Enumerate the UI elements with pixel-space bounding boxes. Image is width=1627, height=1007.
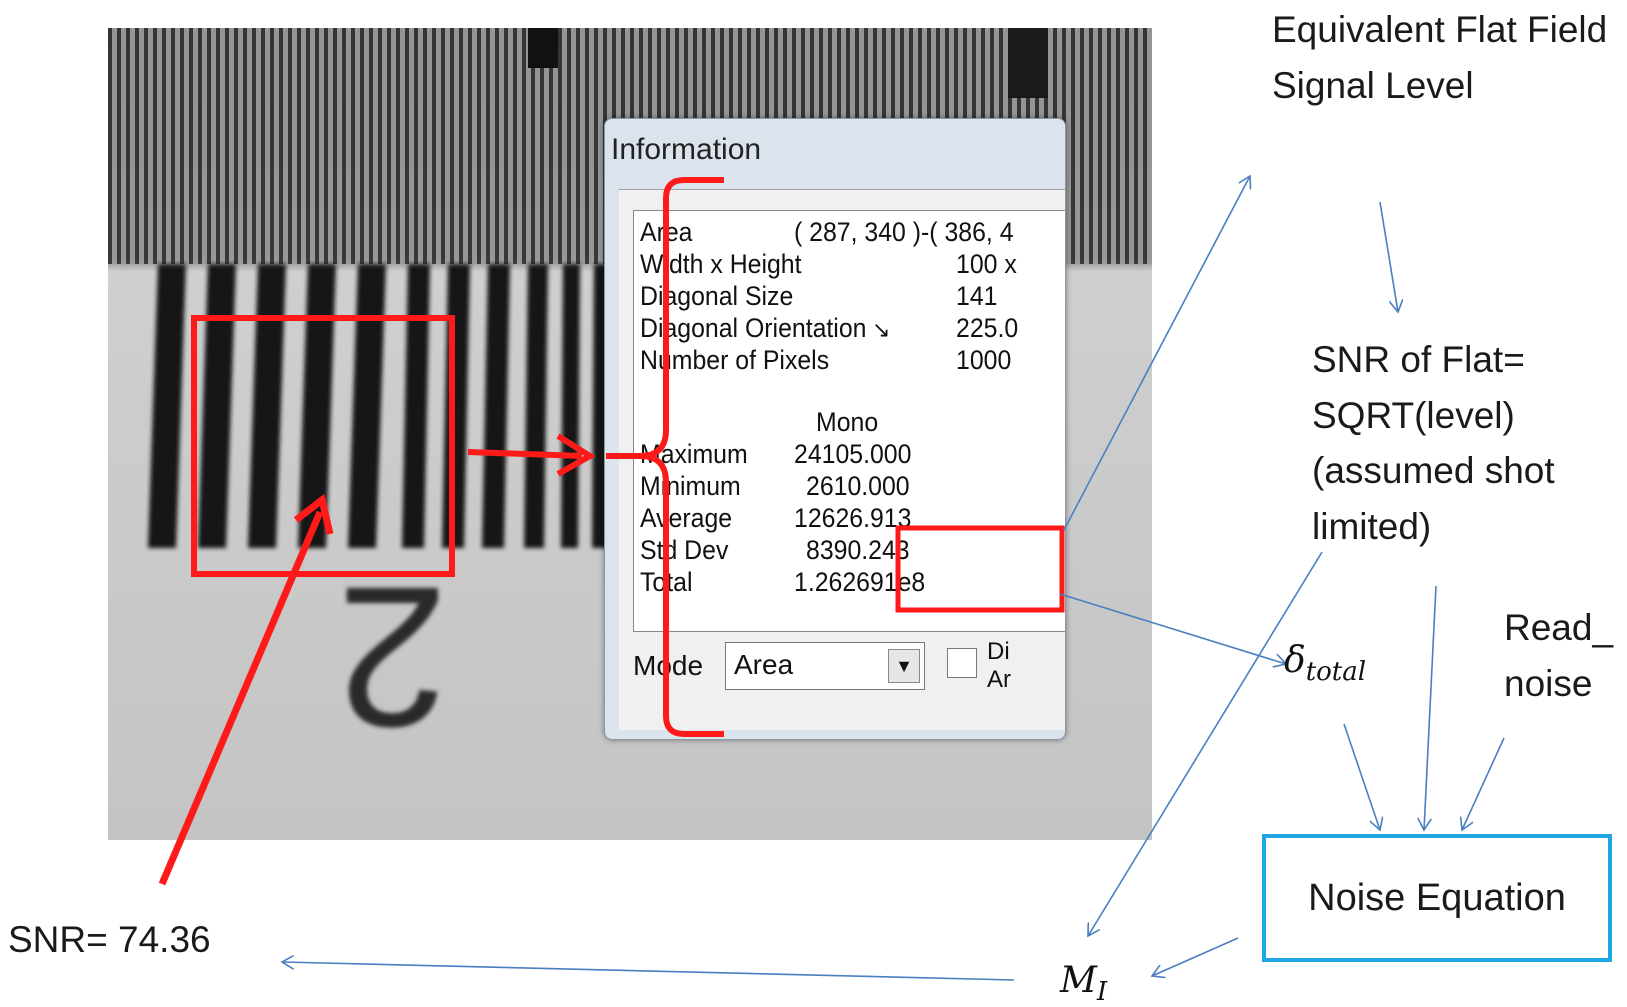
mi-letter: M — [1060, 960, 1097, 1001]
stat-min-label: Minimum — [640, 471, 741, 501]
channel-header: Mono — [816, 407, 879, 437]
noise-equation-label: Noise Equation — [1308, 876, 1566, 919]
stat-min-value: 2610.000 — [806, 471, 910, 501]
mi-subscript: I — [1096, 977, 1108, 1007]
arrow-delta-to-equation — [1343, 723, 1380, 830]
read-noise-label: Read_ noise — [1504, 607, 1614, 704]
info-list: Area ( 287, 340 )-( 386, 4 Width x Heigh… — [633, 210, 1065, 632]
snr-flat-label: SNR of Flat= SQRT(level) (assumed shot l… — [1312, 339, 1555, 547]
mode-select-value: Area — [734, 649, 794, 680]
display-area-checkbox[interactable] — [947, 648, 977, 678]
stat-std-label: Std Dev — [640, 535, 729, 565]
stat-avg-label: Average — [640, 503, 733, 533]
arrow-average-to-flat-field — [1063, 176, 1250, 531]
red-arrow-diagonal-head — [293, 493, 334, 535]
arrow-snrflat-to-equation — [1424, 585, 1437, 830]
row-orient-label: Diagonal Orientation — [640, 313, 867, 343]
mode-select[interactable]: Area ▼ — [725, 642, 925, 690]
checkbox-label-line-1: Di — [987, 638, 1010, 665]
stat-total-value: 1.262691e8 — [794, 567, 926, 597]
noise-equation-box: Noise Equation — [1262, 834, 1612, 962]
red-arrow-right-head — [556, 433, 596, 477]
mi-symbol: MI — [1060, 960, 1107, 1007]
row-diag-value: 141 — [956, 281, 998, 311]
arrow-equation-to-mi — [1152, 937, 1239, 976]
arrow-snr-to-mi — [1088, 551, 1323, 936]
delta-symbol: δ — [1284, 640, 1306, 681]
delta-total-symbol: δtotal — [1284, 640, 1366, 687]
snr-result-label: SNR= 74.36 — [8, 919, 211, 960]
svg-text:2: 2 — [337, 545, 448, 768]
dialog-body: Area ( 287, 340 )-( 386, 4 Width x Heigh… — [619, 189, 1065, 730]
stat-avg-value: 12626.913 — [794, 503, 912, 533]
checkbox-label: Di Ar — [987, 638, 1011, 694]
arrow-mi-to-snr — [282, 962, 1015, 981]
information-dialog: Information Area ( 287, 340 )-( 386, 4 W… — [604, 118, 1066, 740]
roi-highlight-box — [191, 315, 455, 577]
flat-field-label: Equivalent Flat Field Signal Level — [1272, 9, 1608, 106]
row-pixels-value: 1000 — [956, 345, 1012, 375]
arrow-down-right-icon: ↘ — [872, 317, 891, 342]
row-area-value: ( 287, 340 )-( 386, 4 — [794, 217, 1014, 247]
arrow-stddev-to-delta — [1059, 593, 1286, 664]
row-pixels-label: Number of Pixels — [640, 345, 830, 375]
row-orient-value: 225.0 — [956, 313, 1019, 343]
stats-highlight-box — [895, 525, 1065, 613]
red-arrow-diagonal-shaft — [158, 510, 324, 886]
arrow-flat-to-snr — [1379, 201, 1398, 312]
stat-max-value: 24105.000 — [794, 439, 912, 469]
chevron-down-icon[interactable]: ▼ — [888, 649, 920, 683]
row-size-value: 100 x — [956, 249, 1017, 279]
dialog-title: Information — [611, 133, 762, 166]
stat-std-value: 8390.243 — [806, 535, 910, 565]
red-arrow-right-shaft — [467, 449, 583, 459]
red-brace — [606, 177, 724, 737]
delta-subscript: total — [1305, 657, 1367, 688]
arrow-readnoise-to-equation — [1462, 737, 1505, 830]
checkbox-label-line-2: Ar — [987, 666, 1011, 693]
